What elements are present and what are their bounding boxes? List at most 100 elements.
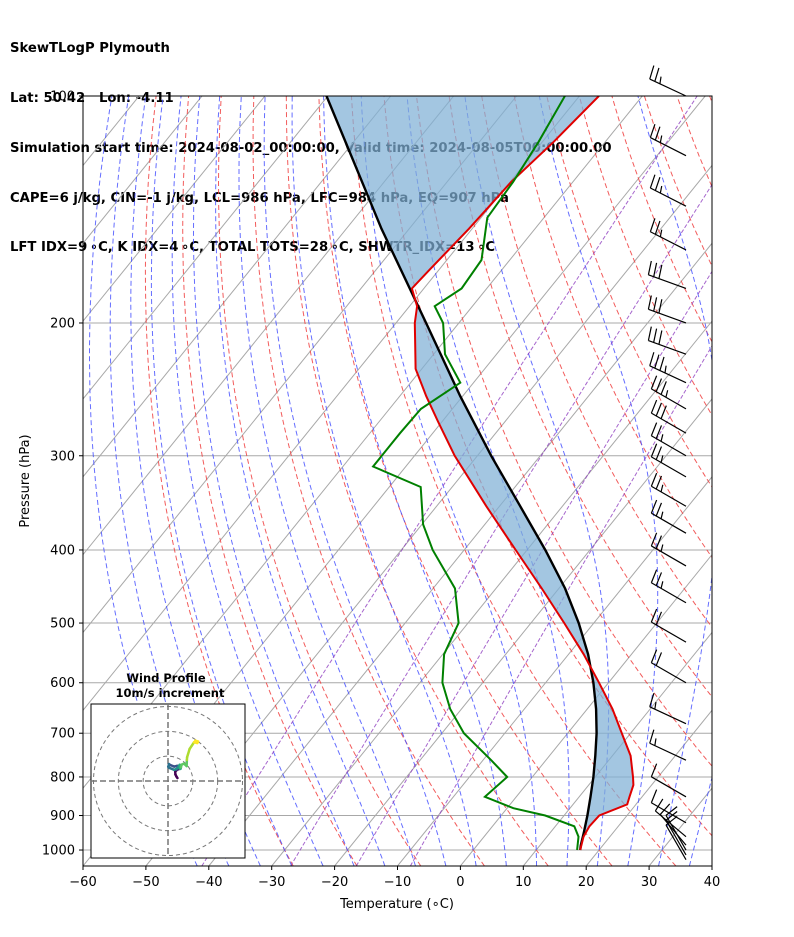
dry-adiabat-line bbox=[709, 96, 712, 104]
dry-adiabat-line bbox=[318, 96, 613, 866]
x-tick-label: −30 bbox=[258, 875, 285, 890]
dry-adiabat-line bbox=[217, 96, 422, 866]
y-tick-label: 1000 bbox=[42, 844, 75, 859]
moist-adiabat-line bbox=[193, 96, 355, 866]
y-tick-label: 300 bbox=[50, 449, 75, 464]
wind-barb bbox=[654, 798, 687, 838]
moist-adiabat-line bbox=[150, 96, 293, 866]
wind-barb bbox=[649, 729, 687, 761]
wind-barb bbox=[649, 65, 687, 97]
hodograph-segment bbox=[194, 739, 200, 743]
dry-adiabat-line bbox=[775, 96, 794, 866]
temperature-profile-line bbox=[410, 96, 635, 851]
wind-barb bbox=[650, 532, 687, 567]
background-grid bbox=[83, 96, 794, 866]
y-tick-label: 600 bbox=[50, 676, 75, 691]
wind-barb bbox=[650, 499, 687, 534]
moist-adiabat-line bbox=[238, 96, 416, 866]
x-tick-label: 10 bbox=[515, 875, 532, 890]
wind-barb bbox=[650, 608, 687, 643]
chart-title: SkewTLogP Plymouth bbox=[10, 41, 170, 57]
wind-barb bbox=[649, 352, 687, 384]
dry-adiabat-line bbox=[481, 96, 712, 629]
isotherm-line bbox=[271, 320, 712, 866]
x-axis-label: Temperature (∘C) bbox=[339, 897, 454, 912]
x-tick-label: −50 bbox=[132, 875, 159, 890]
wind-barb bbox=[650, 375, 687, 410]
wind-barb bbox=[665, 815, 687, 861]
dry-adiabat-line bbox=[611, 96, 712, 343]
moist-adiabat-line bbox=[171, 96, 324, 866]
x-tick-label: −40 bbox=[195, 875, 222, 890]
wind-barb bbox=[647, 295, 687, 324]
hodograph-segment bbox=[188, 741, 196, 751]
hodograph-segment bbox=[185, 747, 191, 759]
x-tick-label: −10 bbox=[384, 875, 411, 890]
wind-barb bbox=[650, 399, 687, 434]
x-tick-label: 0 bbox=[456, 875, 464, 890]
isotherm-line bbox=[208, 242, 712, 866]
mixing-ratio-line bbox=[355, 270, 712, 866]
wind-barb bbox=[665, 806, 687, 851]
x-tick-label: 20 bbox=[578, 875, 595, 890]
isotherm-line bbox=[83, 96, 580, 712]
moist-adiabat-line bbox=[291, 96, 477, 866]
isotherm-line bbox=[83, 96, 329, 400]
isotherm-line bbox=[145, 164, 712, 866]
y-tick-label: 100 bbox=[50, 90, 75, 105]
wind-barb bbox=[650, 569, 687, 604]
x-tick-label: 40 bbox=[704, 875, 721, 890]
moist-adiabat-line bbox=[215, 96, 386, 866]
wind-barb bbox=[659, 803, 687, 846]
dry-adiabat-line bbox=[252, 96, 485, 866]
x-axis-ticks: −60 −50 −40 −30 −20 −10 0 10 20 30 40 bbox=[69, 866, 720, 890]
wind-barb bbox=[647, 326, 687, 355]
wind-barb bbox=[650, 443, 687, 478]
x-tick-label: 30 bbox=[641, 875, 658, 890]
y-tick-label: 500 bbox=[50, 617, 75, 632]
dry-adiabat-line bbox=[416, 96, 712, 767]
location-line: Lat: 50.42 Lon: -4.11 bbox=[10, 90, 174, 106]
isotherm-line bbox=[83, 96, 266, 322]
y-tick-label: 900 bbox=[50, 809, 75, 824]
dry-adiabat-line bbox=[448, 96, 712, 698]
isotherm-line bbox=[460, 553, 712, 866]
y-tick-label: 800 bbox=[50, 770, 75, 785]
dry-adiabat-line bbox=[285, 96, 549, 866]
cape-shading bbox=[326, 96, 634, 850]
wind-barb bbox=[650, 422, 687, 457]
y-tick-label: 700 bbox=[50, 727, 75, 742]
isotherm-line bbox=[775, 96, 794, 866]
wind-barb bbox=[665, 811, 687, 856]
y-tick-label: 200 bbox=[50, 316, 75, 331]
dry-adiabat-line bbox=[144, 96, 294, 866]
hodograph-title: Wind Profile bbox=[126, 671, 206, 685]
x-tick-label: −20 bbox=[321, 875, 348, 890]
wind-barb bbox=[649, 218, 687, 251]
cape-area bbox=[326, 96, 634, 850]
isotherm-line bbox=[648, 787, 712, 866]
isotherm-line bbox=[585, 709, 712, 866]
dewpoint-profile-line bbox=[371, 96, 580, 851]
x-tick-label: −60 bbox=[69, 875, 96, 890]
mixing-ratio-line bbox=[409, 345, 712, 866]
y-tick-label: 400 bbox=[50, 543, 75, 558]
wind-barb bbox=[650, 763, 687, 798]
y-axis-ticks: 100 200 300 400 500 600 700 800 900 1000 bbox=[42, 90, 83, 859]
moist-adiabat-line bbox=[637, 96, 712, 866]
profile-lines bbox=[325, 96, 635, 851]
isotherm-line bbox=[334, 398, 712, 866]
isotherm-line bbox=[522, 631, 712, 866]
isotherm-line bbox=[83, 96, 203, 245]
dry-adiabat-line bbox=[742, 96, 794, 866]
wind-barb bbox=[649, 174, 687, 207]
isotherm-line bbox=[711, 865, 712, 866]
dry-adiabat-line bbox=[643, 96, 712, 268]
dry-adiabat-line bbox=[546, 96, 712, 488]
wind-barb bbox=[650, 649, 687, 684]
dry-adiabat-line bbox=[513, 96, 712, 559]
wind-barb bbox=[649, 123, 687, 157]
hodograph-subtitle: 10m/s increment bbox=[116, 686, 225, 700]
moist-adiabat-line bbox=[688, 775, 712, 866]
